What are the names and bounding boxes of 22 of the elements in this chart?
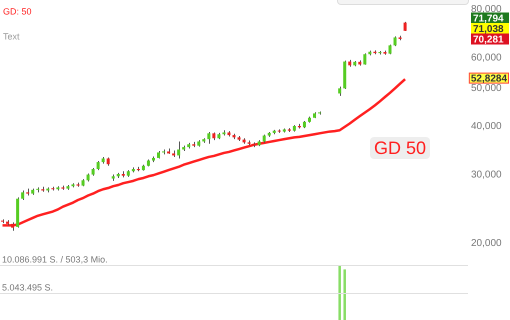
text: 70,281 <box>473 34 504 46</box>
y-tick-label: 20,000 <box>471 238 502 249</box>
y-tick-label: 40,000 <box>471 120 502 132</box>
candlestick <box>21 190 24 201</box>
candlestick <box>207 132 210 144</box>
annotation: Text <box>3 31 20 42</box>
ref-line-label: 10.086.991 S. / 503,3 Mio. <box>2 254 108 264</box>
text: 71,038 <box>473 24 504 35</box>
candlestick <box>96 160 100 171</box>
candlestick <box>177 140 180 159</box>
candlestick <box>388 44 392 55</box>
annotation: GD 50 <box>374 138 426 158</box>
y-tick-label: 50,000 <box>471 83 502 94</box>
y-tick-label: 60,000 <box>471 52 502 64</box>
y-tick-label: 30,000 <box>471 169 502 180</box>
text: 71,794 <box>473 13 504 24</box>
ref-line-label: 5.043.495 S. <box>2 282 54 292</box>
text: 52,8284 <box>470 73 508 84</box>
y-tick-label: 80,000 <box>471 4 502 15</box>
text: GD: 50 <box>3 6 32 16</box>
candlestick <box>394 36 397 47</box>
candlestick <box>338 86 342 96</box>
